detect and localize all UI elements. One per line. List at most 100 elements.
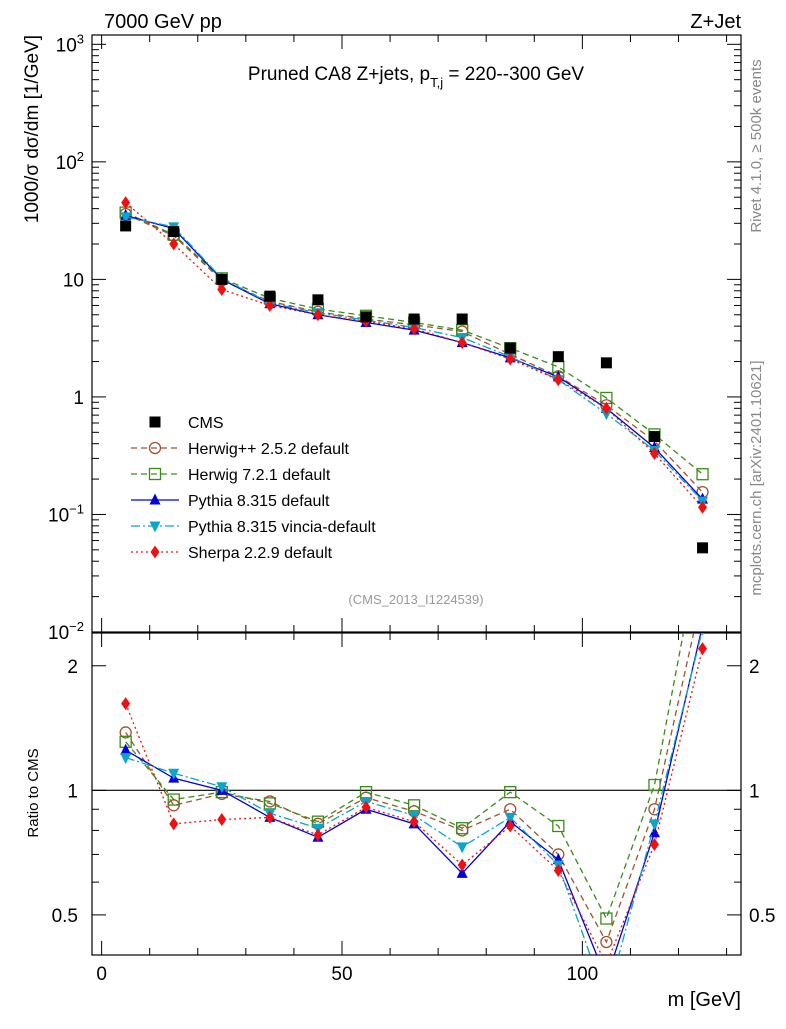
cms-data-point xyxy=(697,542,709,554)
cms-data-point xyxy=(264,290,276,302)
analysis-id-label: (CMS_2013_I1224539) xyxy=(348,592,483,607)
ratio-point xyxy=(504,785,517,799)
series-point xyxy=(313,308,323,322)
ratio-point xyxy=(216,782,228,794)
ratio-point xyxy=(169,817,179,831)
series-point xyxy=(505,352,515,366)
series-point xyxy=(217,283,227,297)
y-tick-label: 102 xyxy=(56,149,84,174)
ratio-point xyxy=(552,819,565,833)
ratio-point xyxy=(601,972,612,983)
ratio-line xyxy=(125,633,702,955)
mcplots-url-label: mcplots.cern.ch [arXiv:2401.10621] xyxy=(748,360,765,595)
ratio-point xyxy=(701,633,704,636)
cms-data-point xyxy=(360,311,372,323)
series-point xyxy=(457,336,467,350)
ratio-y-axis-label: Ratio to CMS xyxy=(25,748,42,837)
plot-title: Pruned CA8 Z+jets, pT,j = 220--300 GeV xyxy=(248,64,585,90)
ratio-point xyxy=(600,935,613,949)
series-point xyxy=(265,298,275,312)
cms-data-point xyxy=(216,273,228,285)
ratio-point xyxy=(119,726,132,739)
ratio-y-tick-label-right: 1 xyxy=(749,781,760,802)
series-point xyxy=(601,401,611,415)
y-tick-label: 10 xyxy=(63,270,84,291)
legend-marker xyxy=(149,493,161,505)
series-point xyxy=(169,237,179,251)
ratio-line xyxy=(125,633,695,944)
ratio-point xyxy=(697,587,708,598)
cms-data-point xyxy=(120,220,132,232)
legend-label: Pythia 8.315 default xyxy=(188,493,330,510)
series-point xyxy=(696,468,709,481)
axis-ticks: 0 50 100 10−2 10−1 1 10 102 103 0.5 0.5 1 1 2 2 xyxy=(48,31,775,985)
ratio-point xyxy=(407,799,421,812)
legend-label: Herwig++ 2.5.2 default xyxy=(188,441,350,458)
cms-data-point xyxy=(312,294,324,306)
x-axis-label: m [GeV] xyxy=(668,989,741,1011)
series-point xyxy=(553,373,563,387)
legend-marker xyxy=(148,467,162,481)
series-line xyxy=(125,202,704,508)
series-point xyxy=(409,322,419,336)
ratio-point xyxy=(697,527,708,538)
ratio-y-tick-label: 1 xyxy=(67,781,78,802)
ratio-y-tick-label-right: 2 xyxy=(749,657,760,678)
x-tick-label: 50 xyxy=(331,964,352,985)
cms-data-point xyxy=(504,342,516,354)
y-tick-label: 10−2 xyxy=(48,619,84,644)
ratio-point xyxy=(648,826,660,838)
legend-marker xyxy=(150,545,160,559)
series-line xyxy=(125,216,704,502)
main-series-layer xyxy=(119,196,709,554)
ratio-point xyxy=(456,842,468,854)
ratio-point xyxy=(553,864,563,878)
cms-data-point xyxy=(552,351,564,363)
y-tick-label: 1 xyxy=(73,388,84,409)
legend-label: Pythia 8.315 vincia-default xyxy=(188,519,376,536)
ratio-plot-frame xyxy=(91,632,742,956)
legend-label: CMS xyxy=(188,415,224,432)
ratio-y-tick-label: 0.5 xyxy=(52,906,78,927)
x-tick-label: 0 xyxy=(96,964,107,985)
legend-label: Herwig 7.2.1 default xyxy=(188,467,331,484)
series-point xyxy=(649,447,659,461)
cms-data-point xyxy=(408,313,420,325)
ratio-point xyxy=(456,822,469,835)
ratio-point xyxy=(601,996,612,1007)
cms-data-point xyxy=(600,357,612,369)
header-right-label: Z+Jet xyxy=(690,11,741,33)
legend-label: Sherpa 2.2.9 default xyxy=(188,545,333,562)
main-plot-frame xyxy=(91,34,742,633)
ratio-point xyxy=(648,778,661,792)
ratio-point xyxy=(120,753,132,765)
y-tick-label: 103 xyxy=(56,31,84,56)
legend-marker-cms xyxy=(149,416,161,428)
ratio-point xyxy=(505,819,515,833)
ratio-point xyxy=(361,800,371,814)
ratio-point xyxy=(602,958,611,971)
header-left-label: 7000 GeV pp xyxy=(104,11,222,33)
cms-data-point xyxy=(648,431,660,443)
ratio-point xyxy=(167,793,180,806)
legend-marker xyxy=(148,441,162,455)
ratio-y-tick-label: 2 xyxy=(67,657,78,678)
series-line xyxy=(125,212,703,475)
ratio-point xyxy=(456,866,468,878)
ratio-point xyxy=(121,697,131,711)
ratio-point xyxy=(600,912,613,925)
ratio-point xyxy=(313,828,323,842)
ratio-y-tick-label-right: 0.5 xyxy=(749,906,775,927)
ratio-series-layer xyxy=(119,527,708,1007)
series-point xyxy=(120,212,132,224)
series-point xyxy=(698,500,708,514)
ratio-point xyxy=(168,768,180,780)
ratio-point xyxy=(504,812,516,824)
cms-data-point xyxy=(456,313,468,325)
ratio-point xyxy=(120,743,132,755)
ratio-point xyxy=(409,815,419,829)
ratio-point xyxy=(649,837,659,851)
y-axis-label: 1000/σ dσ/dm [1/GeV] xyxy=(22,35,43,223)
series-point xyxy=(121,196,131,210)
ratio-point xyxy=(697,619,708,630)
